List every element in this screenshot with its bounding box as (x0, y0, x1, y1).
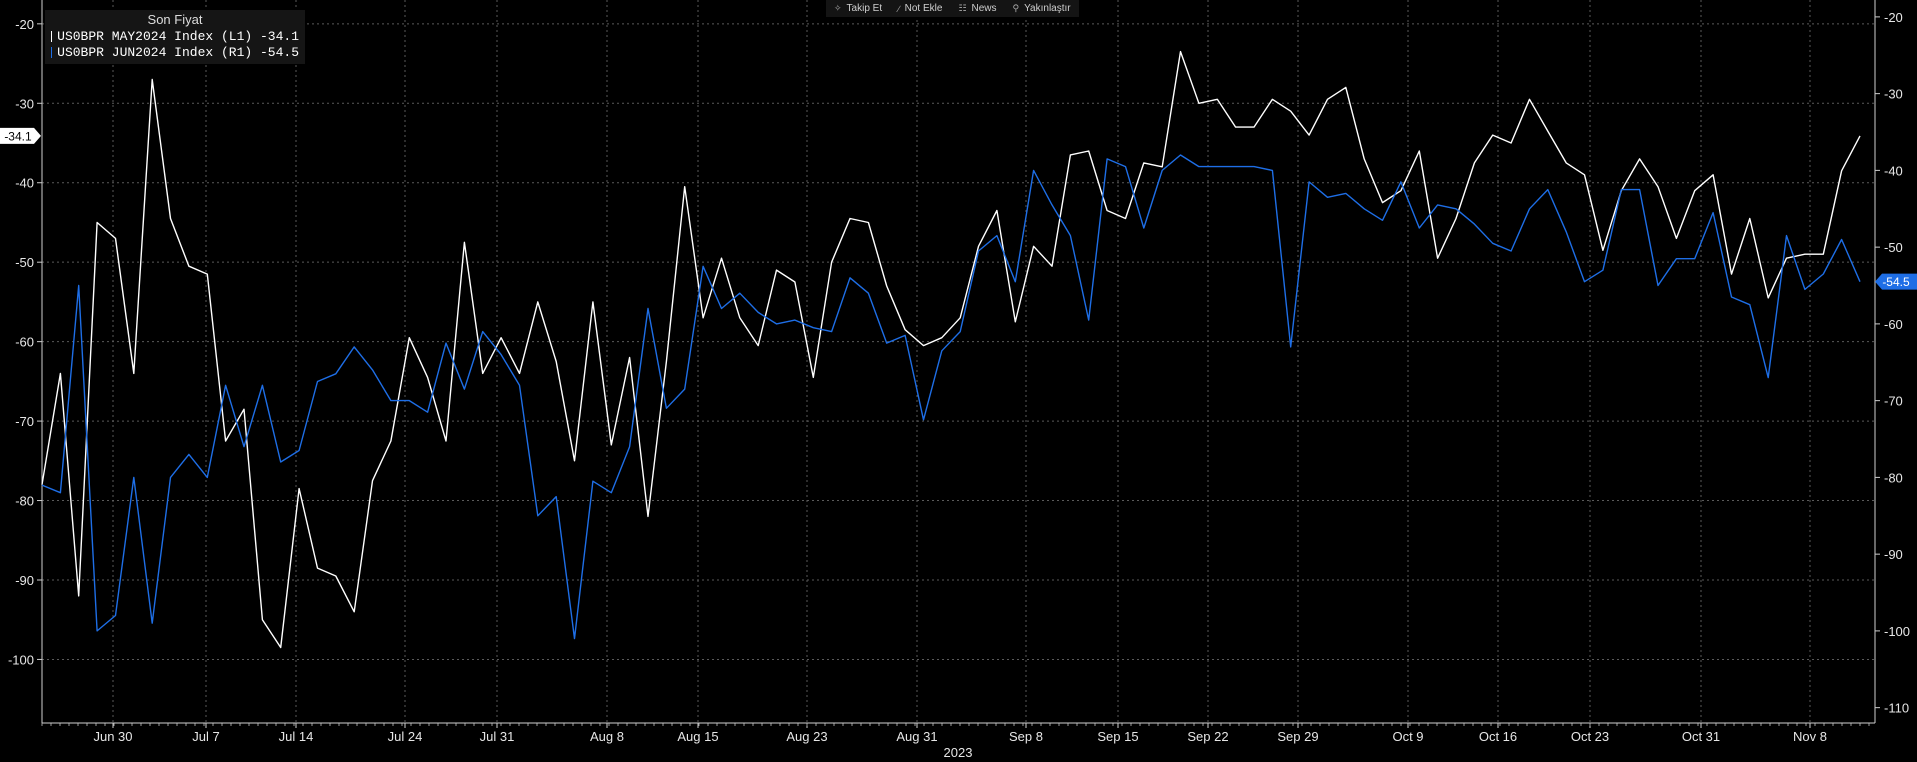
x-tick-label: Sep 29 (1277, 729, 1318, 744)
y-left-tick-label: -50 (15, 255, 34, 270)
tag-label: -34.1 (4, 129, 32, 143)
x-tick-label: Sep 15 (1097, 729, 1138, 744)
toolbar-button-label: News (971, 3, 997, 14)
x-tick-label: Oct 31 (1682, 729, 1720, 744)
toolbar-button-label: Takip Et (846, 3, 883, 14)
x-tick-label: Aug 8 (590, 729, 624, 744)
y-right-tick-label: -50 (1884, 240, 1903, 255)
x-tick-label: Oct 16 (1479, 729, 1517, 744)
tags: -34.1 -54.5 (0, 127, 1917, 290)
x-tick-label: Aug 23 (786, 729, 827, 744)
y-right-tick-label: -90 (1884, 547, 1903, 562)
tag-label: -54.5 (1882, 275, 1910, 289)
series-layer (41, 50, 1861, 649)
toolbar-button[interactable]: ✧ Takip Et (826, 3, 890, 14)
y-left-tick-label: -100 (8, 652, 34, 667)
legend-swatch (51, 30, 53, 42)
x-tick-label: Jul 7 (192, 729, 219, 744)
x-tick-label: Oct 23 (1571, 729, 1609, 744)
series-line-jun2024 (41, 154, 1861, 640)
x-tick-label: Aug 15 (677, 729, 718, 744)
x-tick-label: Jun 30 (93, 729, 132, 744)
y-right-tick-label: -40 (1884, 163, 1903, 178)
toolbar-button[interactable]: ∕ Not Ekle (890, 3, 950, 14)
x-tick-label: Jul 31 (480, 729, 515, 744)
x-axis-label: 2023 (944, 745, 973, 760)
x-tick-label: Aug 31 (896, 729, 937, 744)
legend-swatch (51, 46, 53, 58)
tag-shape (0, 127, 41, 144)
y-right-tick-label: -20 (1884, 10, 1903, 25)
y-right-tick-label: -110 (1884, 701, 1909, 716)
axes: Jun 30 Jul 7 Jul 14 Jul 24 Jul 31 Aug 8 Aug 15… (8, 0, 1910, 760)
toolbar-button-label: Not Ekle (904, 3, 943, 14)
y-left-tick-label: -20 (15, 17, 34, 32)
legend-item[interactable]: US0BPR MAY2024 Index (L1) -34.1 (51, 28, 299, 44)
x-tick-label: Nov 8 (1793, 729, 1827, 744)
search-icon: ⚲ (1012, 3, 1020, 13)
y-left-tick-label: -70 (15, 414, 34, 429)
y-left-tick-label: -80 (15, 494, 34, 509)
legend: Son Fiyat US0BPR MAY2024 Index (L1) -34.… (45, 10, 305, 64)
legend-header: Son Fiyat (147, 12, 203, 27)
y-left-tick-label: -30 (15, 96, 34, 111)
chart-toolbar: ✧ Takip Et ∕ Not Ekle ☷ News ⚲ Yakınlaştır (826, 0, 1079, 17)
series-line-may2024 (41, 50, 1861, 649)
legend-label: US0BPR JUN2024 Index (R1) -54.5 (57, 44, 299, 60)
tag-shape (1875, 273, 1917, 290)
x-tick-label: Sep 22 (1187, 729, 1228, 744)
plus-icon: ✧ (834, 3, 842, 13)
y-right-tick-label: -80 (1884, 470, 1903, 485)
y-right-tick-label: -60 (1884, 317, 1903, 332)
toolbar-button[interactable]: ⚲ Yakınlaştır (1005, 3, 1079, 14)
legend-label: US0BPR MAY2024 Index (L1) -34.1 (57, 28, 299, 44)
x-tick-label: Oct 9 (1392, 729, 1423, 744)
toolbar-button[interactable]: ☷ News (950, 3, 1004, 14)
grid (42, 0, 1875, 723)
x-tick-label: Sep 8 (1009, 729, 1043, 744)
y-right-tick-label: -70 (1884, 394, 1903, 409)
toolbar-button-label: Yakınlaştır (1024, 3, 1071, 14)
legend-item[interactable]: US0BPR JUN2024 Index (R1) -54.5 (51, 44, 299, 60)
x-tick-label: Jul 24 (388, 729, 423, 744)
y-left-tick-label: -90 (15, 573, 34, 588)
pencil-icon: ∕ (898, 3, 900, 14)
news-icon: ☷ (958, 3, 967, 13)
y-right-tick-label: -100 (1884, 624, 1910, 639)
last-value-tag-left: -34.1 (0, 127, 41, 144)
y-left-tick-label: -60 (15, 335, 34, 350)
y-right-tick-label: -30 (1884, 87, 1903, 102)
y-left-tick-label: -40 (15, 176, 34, 191)
x-tick-label: Jul 14 (279, 729, 314, 744)
last-value-tag-right: -54.5 (1875, 273, 1917, 290)
